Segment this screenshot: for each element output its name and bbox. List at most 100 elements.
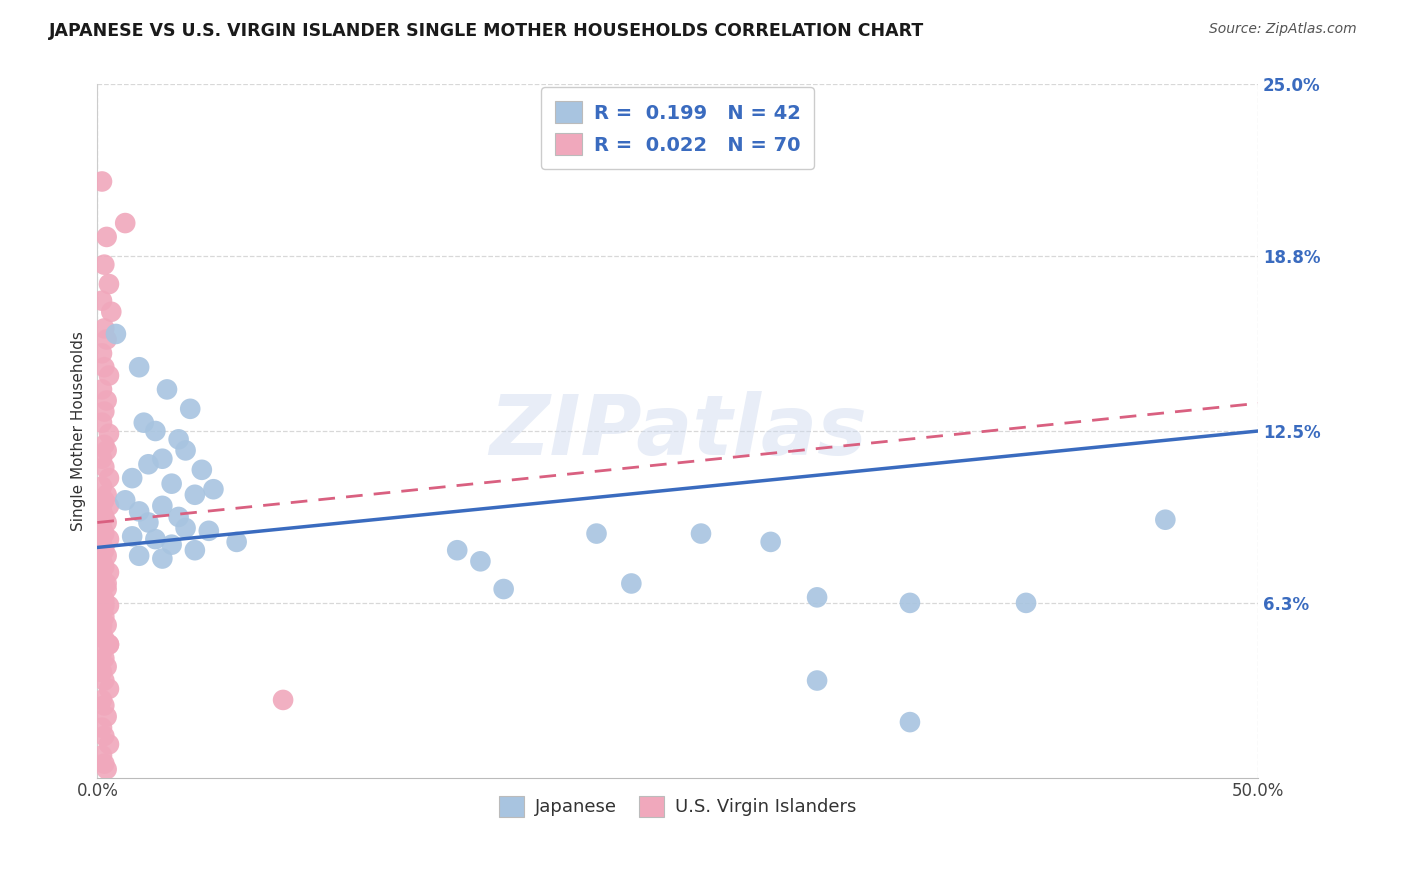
Point	[93, 593, 115, 607]
Point	[96, 549, 118, 563]
Text: ZIPatlas: ZIPatlas	[489, 391, 866, 472]
Point	[121, 471, 143, 485]
Point	[93, 632, 115, 646]
Point	[167, 510, 190, 524]
Point	[93, 609, 115, 624]
Point	[202, 482, 225, 496]
Point	[93, 576, 115, 591]
Point	[759, 535, 782, 549]
Point	[93, 599, 115, 613]
Point	[96, 709, 118, 723]
Point	[184, 488, 207, 502]
Point	[96, 576, 118, 591]
Point	[128, 360, 150, 375]
Point	[93, 673, 115, 688]
Point	[93, 526, 115, 541]
Point	[91, 626, 114, 640]
Point	[93, 729, 115, 743]
Point	[93, 651, 115, 665]
Point	[225, 535, 247, 549]
Point	[91, 479, 114, 493]
Point	[91, 618, 114, 632]
Point	[91, 521, 114, 535]
Point	[93, 559, 115, 574]
Point	[97, 426, 120, 441]
Point	[198, 524, 221, 538]
Point	[93, 360, 115, 375]
Point	[160, 476, 183, 491]
Point	[97, 277, 120, 291]
Point	[132, 416, 155, 430]
Legend: Japanese, U.S. Virgin Islanders: Japanese, U.S. Virgin Islanders	[492, 789, 863, 824]
Text: Source: ZipAtlas.com: Source: ZipAtlas.com	[1209, 22, 1357, 37]
Point	[492, 582, 515, 596]
Point	[585, 526, 607, 541]
Point	[104, 326, 127, 341]
Point	[91, 604, 114, 618]
Point	[91, 693, 114, 707]
Point	[191, 463, 214, 477]
Point	[138, 457, 160, 471]
Point	[97, 638, 120, 652]
Point	[145, 532, 167, 546]
Point	[174, 443, 197, 458]
Point	[96, 659, 118, 673]
Point	[93, 438, 115, 452]
Point	[806, 673, 828, 688]
Point	[446, 543, 468, 558]
Point	[96, 333, 118, 347]
Point	[121, 529, 143, 543]
Point	[93, 258, 115, 272]
Y-axis label: Single Mother Households: Single Mother Households	[72, 331, 86, 531]
Point	[138, 516, 160, 530]
Point	[898, 596, 921, 610]
Point	[97, 532, 120, 546]
Point	[96, 618, 118, 632]
Point	[97, 368, 120, 383]
Point	[91, 665, 114, 680]
Point	[96, 488, 118, 502]
Point	[150, 551, 173, 566]
Point	[97, 737, 120, 751]
Point	[100, 305, 122, 319]
Point	[690, 526, 713, 541]
Point	[96, 230, 118, 244]
Point	[91, 174, 114, 188]
Point	[97, 566, 120, 580]
Point	[96, 393, 118, 408]
Point	[96, 762, 118, 776]
Point	[114, 493, 136, 508]
Point	[97, 471, 120, 485]
Point	[470, 554, 492, 568]
Point	[150, 451, 173, 466]
Point	[167, 433, 190, 447]
Point	[93, 321, 115, 335]
Point	[620, 576, 643, 591]
Point	[93, 698, 115, 713]
Point	[160, 538, 183, 552]
Point	[93, 510, 115, 524]
Point	[145, 424, 167, 438]
Point	[96, 443, 118, 458]
Point	[150, 499, 173, 513]
Point	[91, 416, 114, 430]
Point	[91, 588, 114, 602]
Point	[93, 756, 115, 771]
Point	[97, 499, 120, 513]
Point	[1015, 596, 1038, 610]
Point	[97, 599, 120, 613]
Point	[91, 504, 114, 518]
Point	[96, 516, 118, 530]
Point	[91, 646, 114, 660]
Point	[96, 582, 118, 596]
Point	[91, 748, 114, 763]
Point	[156, 383, 179, 397]
Point	[271, 693, 294, 707]
Point	[184, 543, 207, 558]
Point	[1154, 513, 1177, 527]
Point	[91, 554, 114, 568]
Point	[93, 404, 115, 418]
Point	[174, 521, 197, 535]
Text: JAPANESE VS U.S. VIRGIN ISLANDER SINGLE MOTHER HOUSEHOLDS CORRELATION CHART: JAPANESE VS U.S. VIRGIN ISLANDER SINGLE …	[49, 22, 925, 40]
Point	[806, 591, 828, 605]
